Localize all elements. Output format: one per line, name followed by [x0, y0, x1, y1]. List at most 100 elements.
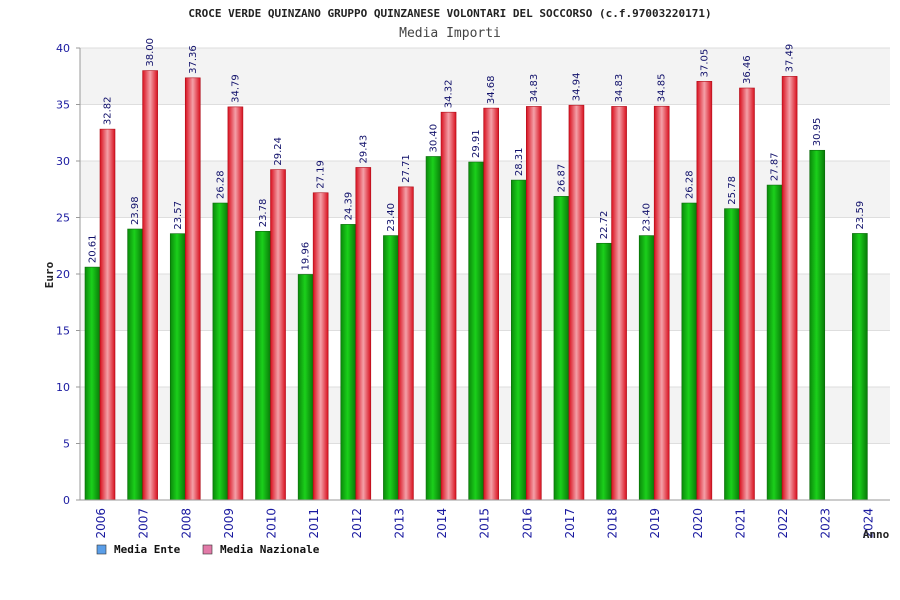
bar-ente — [169, 233, 186, 501]
x-tick-label: 2022 — [776, 508, 790, 539]
data-label: 26.28 — [215, 170, 226, 199]
data-label: 34.85 — [657, 74, 668, 103]
bar-ente — [553, 196, 570, 501]
data-label: 29.24 — [273, 137, 284, 166]
y-tick-label: 25 — [56, 212, 70, 225]
x-tick-label: 2018 — [606, 508, 620, 539]
data-label: 38.00 — [145, 38, 156, 67]
bar-nazionale — [781, 76, 798, 501]
bar-nazionale — [227, 106, 244, 501]
bar-nazionale — [270, 169, 286, 501]
x-tick-label: 2012 — [350, 508, 364, 539]
data-label: 27.19 — [316, 160, 327, 189]
data-label: 34.32 — [444, 80, 455, 109]
data-label: 25.78 — [727, 176, 738, 205]
bar-nazionale — [611, 106, 627, 501]
chart-subtitle: Media Importi — [399, 26, 501, 41]
y-tick-label: 10 — [56, 381, 70, 394]
data-label: 26.28 — [684, 170, 695, 199]
x-tick-label: 2014 — [435, 508, 449, 539]
legend-swatch-nazionale — [202, 544, 213, 555]
data-label: 23.59 — [855, 201, 866, 230]
data-label: 27.71 — [401, 154, 412, 183]
bar-nazionale — [355, 167, 372, 501]
bar-ente — [425, 156, 442, 501]
x-tick-label: 2013 — [392, 508, 406, 539]
y-tick-label: 15 — [56, 325, 70, 338]
x-tick-label: 2020 — [691, 508, 705, 539]
data-label: 29.91 — [471, 129, 482, 158]
bar-nazionale — [184, 77, 201, 501]
data-label: 27.87 — [770, 152, 781, 181]
y-tick-label: 20 — [56, 268, 70, 281]
bar-ente — [255, 230, 271, 501]
data-label: 19.96 — [301, 242, 312, 271]
data-label: 32.82 — [103, 96, 114, 125]
data-label: 30.40 — [429, 124, 440, 153]
x-tick-label: 2016 — [520, 508, 534, 539]
x-tick-label: 2019 — [648, 508, 662, 539]
y-tick-label: 30 — [56, 155, 70, 168]
data-label: 23.78 — [258, 199, 269, 228]
bar-nazionale — [483, 107, 499, 501]
x-tick-label: 2008 — [179, 508, 193, 539]
x-axis-label: Anno — [863, 528, 890, 541]
bar-ente — [766, 184, 783, 501]
data-label: 26.87 — [556, 164, 567, 193]
chart-title: CROCE VERDE QUINZANO GRUPPO QUINZANESE V… — [188, 7, 711, 20]
data-label: 37.49 — [785, 44, 796, 73]
x-tick-label: 2024 — [861, 508, 875, 539]
bar-ente — [852, 233, 868, 501]
x-tick-label: 2009 — [222, 508, 236, 539]
bar-ente — [340, 224, 357, 501]
data-label: 34.83 — [614, 74, 625, 103]
data-label: 30.95 — [812, 118, 823, 147]
x-tick-label: 2021 — [733, 508, 747, 539]
plot-band — [80, 48, 890, 105]
data-label: 20.61 — [88, 234, 99, 263]
data-label: 37.36 — [188, 45, 199, 74]
data-label: 29.43 — [358, 135, 369, 164]
bar-nazionale — [568, 104, 585, 501]
bar-nazionale — [99, 128, 116, 501]
data-label: 34.83 — [529, 74, 540, 103]
bar-ente — [297, 274, 314, 501]
bar-ente — [468, 161, 484, 501]
bar-nazionale — [696, 81, 713, 501]
x-tick-label: 2007 — [137, 508, 151, 539]
y-axis-label: Euro — [43, 261, 56, 288]
data-label: 28.31 — [514, 147, 525, 176]
legend-label-nazionale: Media Nazionale — [220, 543, 320, 556]
bar-nazionale — [526, 106, 542, 501]
bar-nazionale — [739, 87, 755, 501]
bar-ente — [212, 202, 229, 501]
y-tick-label: 35 — [56, 99, 70, 112]
bar-ente — [724, 208, 740, 501]
x-tick-label: 2011 — [307, 508, 321, 539]
data-label: 34.79 — [230, 74, 241, 103]
bar-ente — [84, 266, 101, 501]
bar-nazionale — [653, 105, 670, 501]
x-tick-label: 2017 — [563, 508, 577, 539]
data-label: 34.68 — [486, 75, 497, 104]
x-tick-label: 2023 — [819, 508, 833, 539]
labels: 0 5 10 15 20 25 30 35 40 20.61 32.82 2006 23.98 38.00… — [56, 38, 875, 539]
legend: Media Ente Media Nazionale — [96, 543, 320, 556]
axes — [76, 47, 890, 501]
data-label: 24.39 — [343, 192, 354, 221]
bar-ente — [681, 202, 698, 501]
y-tick-label: 40 — [56, 42, 70, 55]
x-tick-label: 2015 — [478, 508, 492, 539]
bar-nazionale — [312, 192, 329, 501]
bar-ente — [511, 179, 527, 501]
data-label: 23.40 — [386, 203, 397, 232]
data-label: 36.46 — [742, 55, 753, 84]
bar-nazionale — [398, 186, 414, 501]
bar-nazionale — [142, 70, 158, 501]
y-tick-label: 0 — [63, 494, 70, 507]
x-tick-label: 2006 — [94, 508, 108, 539]
bar-nazionale — [440, 111, 457, 501]
bar-ente — [638, 235, 655, 501]
data-label: 23.57 — [173, 201, 184, 230]
